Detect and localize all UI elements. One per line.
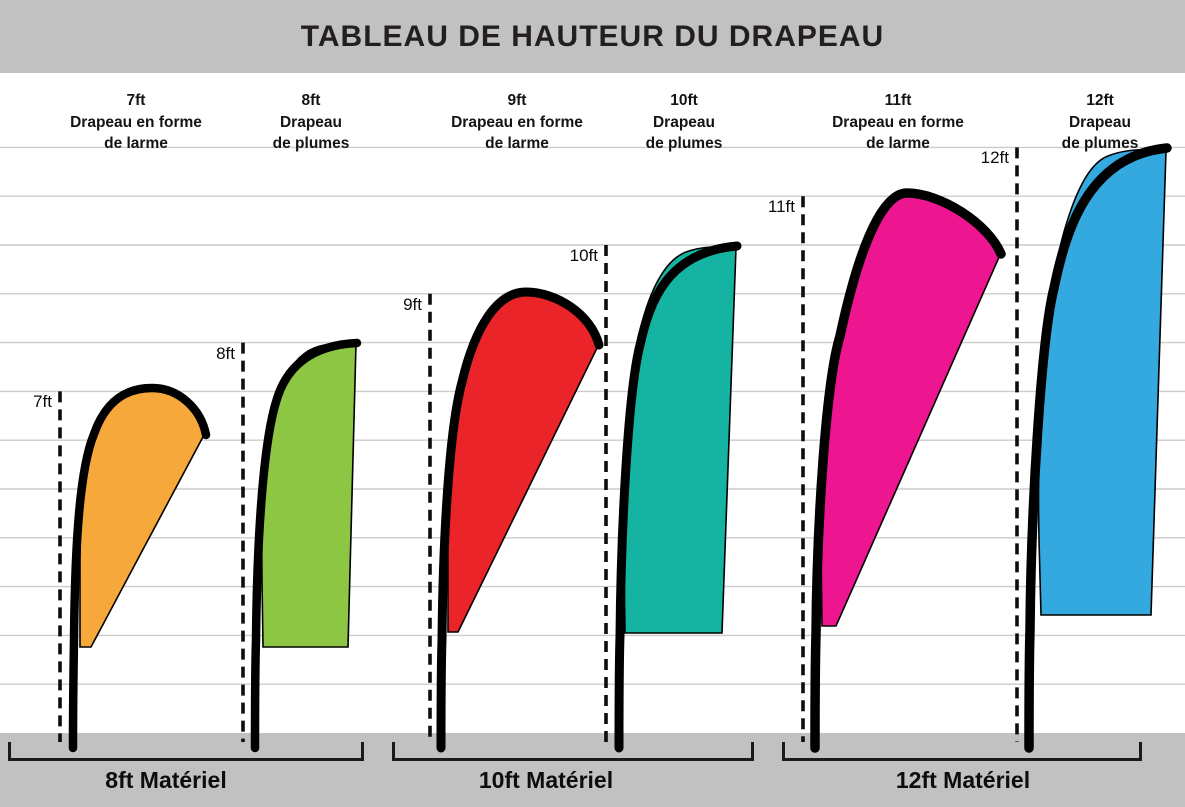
- ground-band: [0, 733, 1185, 807]
- tick-label-7ft: 7ft: [33, 392, 52, 411]
- flag-12ft-feather: [1024, 143, 1172, 753]
- flag-7ft-teardrop: [68, 383, 211, 753]
- tick-label-10ft: 10ft: [569, 246, 598, 265]
- column-type-line2: de plumes: [272, 135, 350, 152]
- height-dash-lines: [58, 147, 1019, 742]
- flag-8ft-body: [261, 342, 357, 648]
- column-height: 12ft: [1086, 92, 1114, 109]
- tick-label-8ft: 8ft: [216, 344, 235, 363]
- base-bracket-10ft: [392, 742, 754, 761]
- column-type-line2: de plumes: [1061, 135, 1139, 152]
- column-type-line1: Drapeau: [1068, 113, 1132, 131]
- flag-11ft-pole: [810, 188, 1006, 753]
- column-label-8ft: 8ft Drapeau de plumes: [221, 90, 401, 155]
- base-bracket-8ft: [8, 742, 364, 761]
- column-label-11ft: 11ft Drapeau en forme de larme: [808, 90, 988, 155]
- base-label-12ft: 12ft Matériel: [895, 767, 1031, 793]
- column-type-line2: de plumes: [645, 135, 723, 152]
- column-type-line1: Drapeau en forme: [70, 113, 202, 131]
- flag-9ft-teardrop: [436, 287, 604, 753]
- column-label-9ft: 9ft Drapeau en forme de larme: [427, 90, 607, 155]
- column-type-line1: Drapeau en forme: [451, 113, 583, 131]
- column-label-10ft: 10ft Drapeau de plumes: [594, 90, 774, 155]
- header-band: TABLEAU DE HAUTEUR DU DRAPEAU: [0, 0, 1185, 73]
- base-label-10ft: 10ft Matériel: [478, 767, 614, 793]
- page-title: TABLEAU DE HAUTEUR DU DRAPEAU: [300, 19, 885, 53]
- flag-7ft-pole: [68, 383, 211, 753]
- column-label-12ft: 12ft Drapeau de plumes: [1010, 90, 1185, 155]
- base-bracket-12ft: [782, 742, 1142, 761]
- column-type-line2: de larme: [866, 135, 930, 152]
- column-type-line1: Drapeau: [279, 113, 343, 131]
- column-type-line2: de larme: [485, 135, 549, 152]
- flag-10ft-pole: [614, 241, 742, 753]
- column-height: 11ft: [884, 92, 912, 109]
- flag-12ft-pole: [1024, 143, 1172, 753]
- flag-11ft-teardrop: [810, 188, 1006, 753]
- flag-12ft-body: [1037, 148, 1167, 616]
- column-type-line1: Drapeau: [652, 113, 716, 131]
- column-type-line2: de larme: [104, 135, 168, 152]
- flag-8ft-pole: [250, 338, 362, 753]
- tick-label-9ft: 9ft: [403, 295, 422, 314]
- column-height: 8ft: [301, 92, 321, 109]
- flag-10ft-feather: [614, 241, 742, 753]
- tick-label-12ft: 12ft: [980, 148, 1009, 167]
- flag-9ft-pole: [436, 287, 604, 753]
- tick-label-11ft: 11ft: [767, 197, 795, 216]
- column-height: 9ft: [507, 92, 527, 109]
- flag-8ft-feather: [250, 338, 362, 753]
- column-height: 10ft: [670, 92, 698, 109]
- flag-11ft-body: [820, 195, 1001, 627]
- column-label-7ft: 7ft Drapeau en forme de larme: [46, 90, 226, 155]
- base-label-8ft: 8ft Matériel: [105, 767, 227, 793]
- column-height: 7ft: [126, 92, 146, 109]
- column-type-line1: Drapeau en forme: [832, 113, 964, 131]
- flag-10ft-body: [623, 246, 737, 634]
